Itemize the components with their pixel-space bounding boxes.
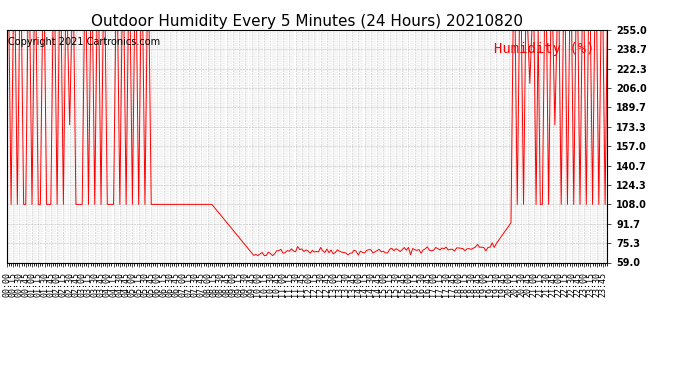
Line: Humidity (%): Humidity (%) — [7, 30, 607, 256]
Humidity (%) — [55, 28, 63, 32]
Humidity (%) — [268, 254, 277, 258]
Legend: Humidity (%): Humidity (%) — [489, 37, 600, 62]
Humidity (%) — [603, 28, 611, 32]
Humidity (%) — [553, 28, 561, 32]
Humidity (%) — [534, 28, 542, 32]
Text: Copyright 2021 Cartronics.com: Copyright 2021 Cartronics.com — [8, 37, 160, 47]
Humidity (%) — [308, 248, 317, 253]
Humidity (%) — [520, 202, 528, 207]
Humidity (%) — [3, 28, 11, 32]
Title: Outdoor Humidity Every 5 Minutes (24 Hours) 20210820: Outdoor Humidity Every 5 Minutes (24 Hou… — [91, 14, 523, 29]
Humidity (%) — [509, 28, 518, 32]
